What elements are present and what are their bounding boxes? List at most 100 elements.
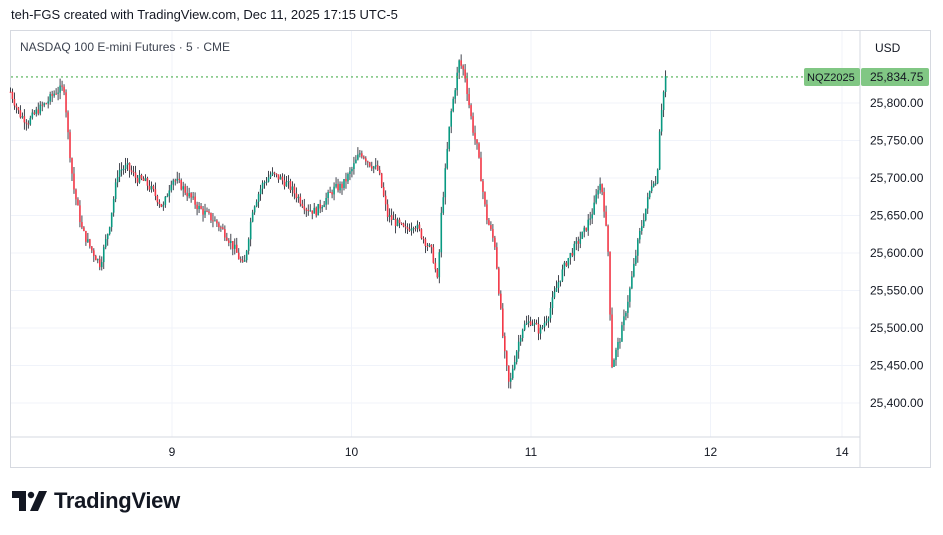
candle-body [287,181,290,183]
data-point [141,178,142,179]
candle-body [438,252,441,278]
candle-body [361,153,363,157]
candle-body [71,158,73,174]
data-point [435,269,436,270]
data-point [280,176,281,177]
time-tick-label: 14 [835,445,849,459]
candle-body [333,186,335,195]
candle-body [601,184,603,193]
chart-panel[interactable] [10,30,931,468]
candle-body [134,172,137,178]
candle-body [339,183,341,191]
candle-body [505,351,508,366]
candle-body [607,225,609,252]
data-point [38,113,39,114]
candle-body [218,223,220,228]
candle-body [325,197,327,205]
data-point [248,239,249,240]
candle-body [299,196,302,204]
price-axis-labels: 25,400.00 25,450.00 25,500.00 25,550.00 25,6… [870,96,924,410]
data-point [580,238,581,239]
data-point [324,204,325,205]
candle-body [39,104,42,114]
data-point [236,252,237,253]
candle-body [208,211,210,213]
data-point [207,211,208,212]
data-point [391,220,392,221]
candle-body [73,173,75,190]
data-point [109,227,110,228]
candle-body [172,180,175,185]
candle-body [571,253,574,256]
candle-body [432,247,435,263]
candle-body [416,224,419,229]
time-axis-labels: 9 10 11 12 14 [169,445,849,459]
candle-body [434,262,437,270]
data-point [534,322,535,323]
data-point [631,276,632,277]
candle-body [494,237,496,248]
symbol-label[interactable]: NASDAQ 100 E-mini Futures · 5 · CME [20,40,231,54]
candle-body [17,107,20,111]
data-point [72,173,73,174]
data-point [302,206,303,207]
tradingview-logo[interactable]: TradingView [12,488,180,514]
data-point [268,177,269,178]
data-point [304,209,305,210]
data-point [614,359,615,360]
candle-body [176,178,179,181]
price-tag[interactable]: NQZ2025 25,834.75 [804,67,929,86]
candle-body [396,219,399,227]
candle-body [446,148,449,169]
candle-body [567,258,570,266]
price-tick-label: 25,450.00 [870,359,924,373]
data-point [447,148,448,149]
candle-body [631,276,633,289]
data-point [123,169,124,170]
candle-body [595,194,597,203]
candle-body [170,184,173,191]
data-point [318,204,319,205]
candle-body [224,229,226,238]
data-point [560,280,561,281]
candle-body [641,226,643,231]
data-point [342,188,343,189]
data-point [544,322,545,323]
data-point [419,229,420,230]
data-point [629,288,630,289]
data-point [490,229,491,230]
data-point [242,261,243,262]
currency-label[interactable]: USD [875,41,901,55]
candle-body [154,189,157,196]
candle-body [321,206,323,209]
data-point [592,214,593,215]
candle-body [140,175,143,179]
candle-body [412,228,415,230]
candle-body [519,337,522,342]
candle-body [648,191,651,198]
data-point [211,220,212,221]
data-point [97,259,98,260]
candle-body [442,197,445,213]
candle-body [374,165,377,167]
candle-body [347,174,349,182]
candle-body [357,154,359,160]
data-point [68,132,69,133]
data-point [12,99,13,100]
data-point [74,189,75,190]
data-point [556,287,557,288]
candle-body [464,69,466,79]
data-point [159,204,160,205]
data-point [596,194,597,195]
candle-body [609,251,611,315]
candle-body [414,228,417,230]
data-point [282,180,283,181]
candle-body [247,239,250,251]
data-point [486,220,487,221]
data-point [637,239,638,240]
candle-body [275,173,278,175]
candle-body [450,111,453,127]
candle-body [210,212,212,221]
data-point [351,169,352,170]
